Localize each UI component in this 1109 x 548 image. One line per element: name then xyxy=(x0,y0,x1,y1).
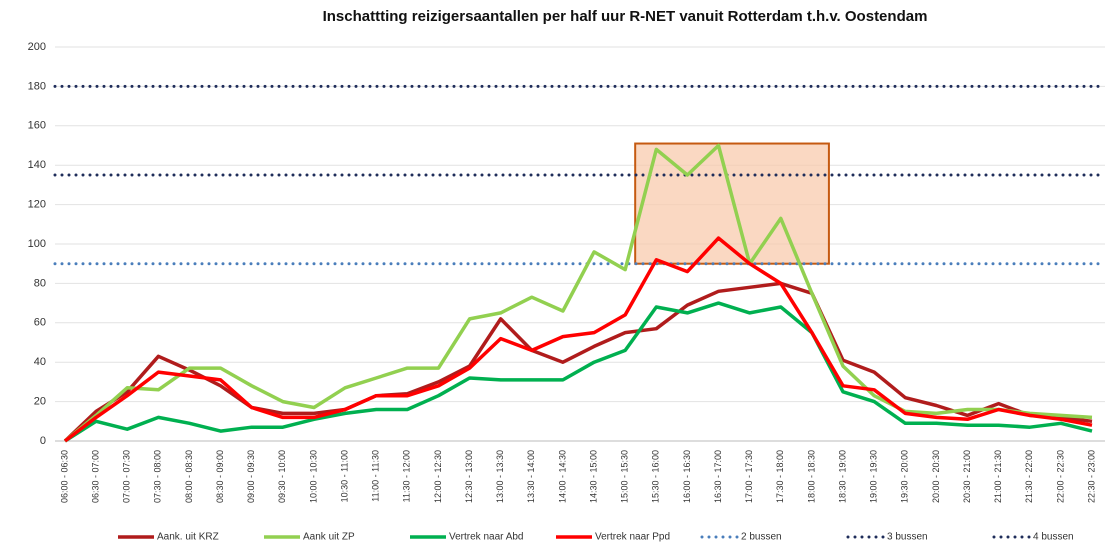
legend-label: Vertrek naar Ppd xyxy=(595,532,670,543)
chart-title: Inschattting reizigersaantallen per half… xyxy=(323,8,928,25)
x-tick-label: 16:00 - 16:30 xyxy=(682,450,692,503)
x-tick-label: 07:00 - 07:30 xyxy=(122,450,132,503)
y-tick-label: 160 xyxy=(28,120,46,132)
series-line xyxy=(63,281,1093,443)
x-tick-label: 22:00 - 22:30 xyxy=(1055,450,1065,503)
x-tick-label: 17:30 - 18:00 xyxy=(775,450,785,503)
x-tick-label: 08:30 - 09:00 xyxy=(215,450,225,503)
y-tick-label: 200 xyxy=(28,41,46,53)
y-tick-label: 140 xyxy=(28,159,46,171)
x-tick-label: 09:00 - 09:30 xyxy=(246,450,256,503)
x-tick-label: 10:00 - 10:30 xyxy=(308,450,318,503)
x-tick-label: 08:00 - 08:30 xyxy=(184,450,194,503)
x-tick-label: 06:30 - 07:00 xyxy=(90,450,100,503)
x-tick-label: 21:00 - 21:30 xyxy=(993,450,1003,503)
y-tick-label: 60 xyxy=(34,317,46,329)
legend-label: Vertrek naar Abd xyxy=(449,532,524,543)
x-tick-label: 18:30 - 19:00 xyxy=(837,450,847,503)
y-tick-label: 40 xyxy=(34,356,46,368)
x-tick-label: 17:00 - 17:30 xyxy=(744,450,754,503)
y-tick-label: 180 xyxy=(28,80,46,92)
x-tick-label: 15:30 - 16:00 xyxy=(651,450,661,503)
x-tick-label: 22:30 - 23:00 xyxy=(1086,450,1096,503)
x-tick-label: 16:30 - 17:00 xyxy=(713,450,723,503)
x-tick-label: 19:30 - 20:00 xyxy=(900,450,910,503)
series-line xyxy=(63,143,1093,443)
x-tick-label: 15:00 - 15:30 xyxy=(620,450,630,503)
x-tick-label: 20:30 - 21:00 xyxy=(962,450,972,503)
legend-label: Aank. uit KRZ xyxy=(157,532,219,543)
y-tick-label: 20 xyxy=(34,396,46,408)
legend-label: 3 bussen xyxy=(887,532,928,543)
y-tick-label: 80 xyxy=(34,277,46,289)
legend-label: 2 bussen xyxy=(741,532,782,543)
series-line xyxy=(64,301,1093,443)
x-tick-label: 18:00 - 18:30 xyxy=(806,450,816,503)
x-tick-label: 07:30 - 08:00 xyxy=(153,450,163,503)
series-line xyxy=(63,236,1093,443)
y-tick-label: 100 xyxy=(28,238,46,250)
x-tick-label: 19:00 - 19:30 xyxy=(869,450,879,503)
legend-label: 4 bussen xyxy=(1033,532,1074,543)
x-tick-label: 21:30 - 22:00 xyxy=(1024,450,1034,503)
x-tick-label: 11:30 - 12:00 xyxy=(402,450,412,502)
x-tick-label: 12:30 - 13:00 xyxy=(464,450,474,503)
x-tick-label: 13:00 - 13:30 xyxy=(495,450,505,503)
y-tick-label: 120 xyxy=(28,199,46,211)
x-tick-label: 12:00 - 12:30 xyxy=(433,450,443,503)
x-tick-label: 20:00 - 20:30 xyxy=(931,450,941,503)
y-tick-label: 0 xyxy=(40,435,46,447)
x-tick-label: 14:30 - 15:00 xyxy=(588,450,598,503)
x-tick-label: 09:30 - 10:00 xyxy=(277,450,287,503)
legend-label: Aank uit ZP xyxy=(303,532,355,543)
x-tick-label: 13:30 - 14:00 xyxy=(526,450,536,503)
x-tick-label: 11:00 - 11:30 xyxy=(371,450,381,502)
x-tick-label: 14:00 - 14:30 xyxy=(557,450,567,503)
x-tick-label: 06:00 - 06:30 xyxy=(59,450,69,503)
x-tick-label: 10:30 - 11:00 xyxy=(339,450,349,502)
